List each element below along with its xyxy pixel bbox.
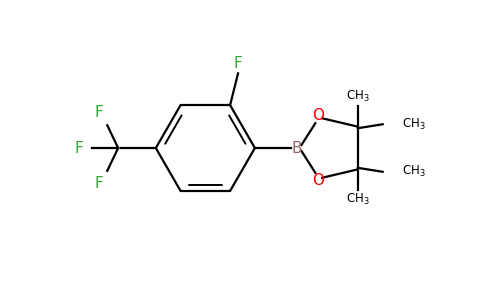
Text: CH$_3$: CH$_3$ [346, 89, 370, 104]
Text: F: F [95, 105, 104, 120]
Text: O: O [312, 108, 324, 123]
Text: F: F [234, 56, 242, 71]
Text: F: F [74, 140, 83, 155]
Text: F: F [95, 176, 104, 191]
Text: CH$_3$: CH$_3$ [403, 164, 426, 179]
Text: CH$_3$: CH$_3$ [346, 192, 370, 207]
Text: CH$_3$: CH$_3$ [403, 117, 426, 132]
Text: B: B [291, 140, 302, 155]
Text: O: O [312, 173, 324, 188]
